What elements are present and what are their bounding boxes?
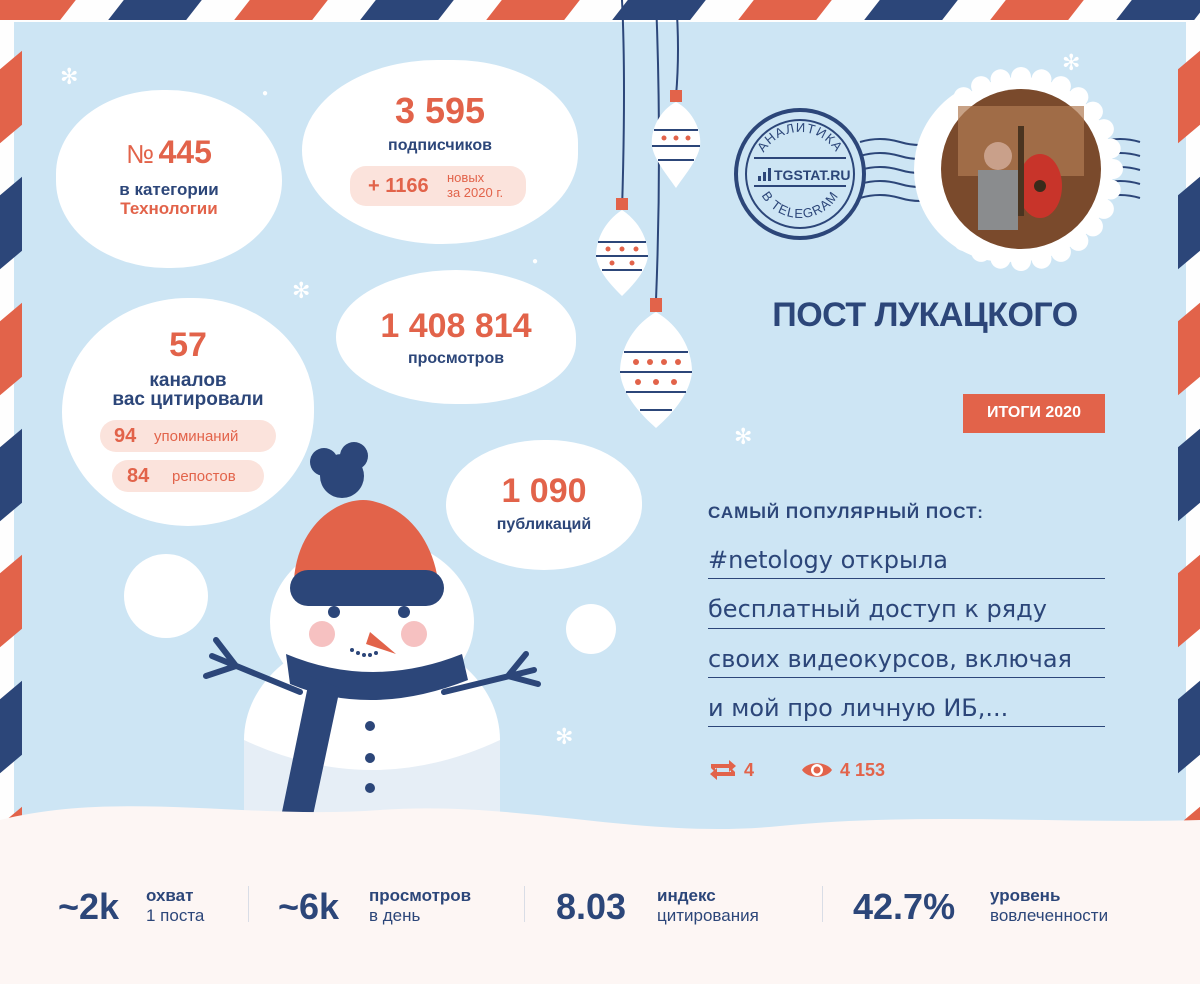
border-stripe bbox=[1116, 0, 1200, 20]
popular-post-line-3: своих видеокурсов, включая bbox=[708, 645, 1072, 673]
stamp-brand: TGSTAT.RU bbox=[774, 167, 850, 183]
subscribers-growth-pill bbox=[350, 166, 526, 206]
snowflake-icon: ✻ bbox=[555, 724, 574, 749]
stat-label-line1: охват bbox=[146, 886, 194, 905]
ornaments-illustration bbox=[596, 0, 701, 428]
post-underline bbox=[708, 726, 1105, 727]
border-stripe bbox=[1178, 176, 1200, 270]
border-stripe bbox=[108, 0, 202, 20]
publications-bubble bbox=[446, 440, 642, 570]
post-underline bbox=[708, 628, 1105, 629]
growth-label-line2: за 2020 г. bbox=[447, 185, 504, 200]
snowflake-icon: ● bbox=[262, 88, 269, 99]
border-stripe bbox=[1178, 50, 1200, 144]
ornament-large-icon bbox=[620, 298, 692, 428]
border-stripe bbox=[1178, 302, 1200, 396]
divider bbox=[248, 886, 249, 922]
rank-prefix: № bbox=[126, 139, 155, 169]
border-stripe bbox=[1178, 554, 1200, 648]
reposts-value: 84 bbox=[127, 465, 150, 487]
views-value: 1 408 814 bbox=[380, 307, 532, 345]
year-badge bbox=[963, 394, 1105, 433]
post-underline bbox=[708, 578, 1105, 579]
popular-post-views: 4 153 bbox=[840, 760, 886, 780]
subscribers-growth-label: новых за 2020 г. bbox=[447, 170, 503, 200]
bar-chart-icon bbox=[758, 168, 771, 181]
ornament-small-icon bbox=[651, 90, 701, 188]
stat-daily-views-value: ~6k bbox=[278, 886, 340, 927]
border-stripe bbox=[990, 0, 1084, 20]
stat-citation-index-value: 8.03 bbox=[556, 886, 627, 927]
stat-label-line1: просмотров bbox=[369, 886, 472, 905]
growth-label-line1: новых bbox=[447, 170, 485, 185]
subscribers-value: 3 595 bbox=[394, 90, 486, 131]
channel-title: ПОСТ ЛУКАЦКОГО bbox=[772, 296, 1078, 334]
stat-reach-value: ~2k bbox=[58, 886, 120, 927]
rank-bubble bbox=[56, 90, 282, 268]
stat-label-line2: 1 поста bbox=[146, 906, 205, 925]
subscribers-growth-value: + 1166 bbox=[368, 175, 429, 197]
popular-post-heading: САМЫЙ ПОПУЛЯРНЫЙ ПОСТ: bbox=[708, 503, 984, 522]
divider bbox=[524, 886, 525, 922]
subscribers-bubble bbox=[302, 60, 578, 244]
border-stripe bbox=[864, 0, 958, 20]
eye-icon bbox=[802, 763, 832, 777]
subscribers-label: подписчиков bbox=[388, 137, 492, 154]
snowflake-icon: ✻ bbox=[1062, 50, 1081, 75]
stat-engagement-label: уровень вовлеченности bbox=[990, 886, 1108, 926]
border-stripe bbox=[486, 0, 580, 20]
popular-post-line-2: бесплатный доступ к ряду bbox=[708, 595, 1047, 623]
popular-post-line-1: #netology открыла bbox=[708, 546, 948, 574]
rank-label: в категории bbox=[119, 180, 219, 199]
snowball-decoration bbox=[566, 604, 616, 654]
views-bubble bbox=[336, 270, 576, 404]
border-stripe bbox=[234, 0, 328, 20]
citations-value: 57 bbox=[169, 326, 207, 364]
citations-label-line1: каналов bbox=[149, 370, 227, 391]
mentions-label: упоминаний bbox=[154, 428, 239, 445]
citations-label-line2: вас цитировали bbox=[112, 389, 264, 410]
rank-value: 445 bbox=[158, 134, 212, 170]
rank-number: № 445 bbox=[56, 134, 282, 171]
year-badge-label: ИТОГИ 2020 bbox=[987, 404, 1081, 421]
stat-daily-views-label: просмотров в день bbox=[369, 886, 471, 926]
stat-label-line2: вовлеченности bbox=[990, 906, 1109, 925]
stat-reach-label: охват 1 поста bbox=[146, 886, 204, 926]
snowflake-icon: ✻ bbox=[292, 278, 311, 303]
stat-label-line1: индекс bbox=[657, 886, 716, 905]
reposts-pill bbox=[112, 460, 264, 492]
divider bbox=[822, 886, 823, 922]
snowflake-icon: ✻ bbox=[734, 424, 753, 449]
post-underline bbox=[708, 677, 1105, 678]
views-label: просмотров bbox=[407, 350, 505, 367]
snowflake-icon: ✻ bbox=[60, 64, 79, 89]
border-stripe bbox=[360, 0, 454, 20]
snowball-decoration bbox=[124, 554, 208, 638]
publications-value: 1 090 bbox=[501, 472, 587, 510]
mentions-pill bbox=[100, 420, 276, 452]
border-stripe bbox=[738, 0, 832, 20]
popular-post-line-4: и мой про личную ИБ,... bbox=[708, 694, 1009, 722]
snow-ground bbox=[0, 806, 1200, 984]
rank-category: Технологии bbox=[120, 199, 218, 218]
stat-engagement-value: 42.7% bbox=[853, 886, 956, 927]
ornament-left-icon bbox=[596, 198, 648, 296]
border-stripe bbox=[1178, 680, 1200, 774]
mentions-value: 94 bbox=[114, 425, 137, 447]
publications-label: публикаций bbox=[496, 516, 592, 533]
snowman-illustration bbox=[203, 442, 541, 840]
stat-citation-index-label: индекс цитирования bbox=[657, 886, 759, 926]
stat-label-line1: уровень bbox=[990, 886, 1061, 905]
border-stripe bbox=[0, 0, 76, 20]
avatar bbox=[919, 67, 1123, 271]
stat-label-line2: цитирования bbox=[657, 906, 759, 925]
stat-label-line2: в день bbox=[369, 906, 421, 925]
repost-icon bbox=[710, 760, 736, 780]
reposts-label: репостов bbox=[172, 468, 236, 485]
popular-post-reposts: 4 bbox=[744, 760, 755, 780]
border-stripe bbox=[1178, 428, 1200, 522]
snowflake-icon: ● bbox=[532, 256, 539, 267]
